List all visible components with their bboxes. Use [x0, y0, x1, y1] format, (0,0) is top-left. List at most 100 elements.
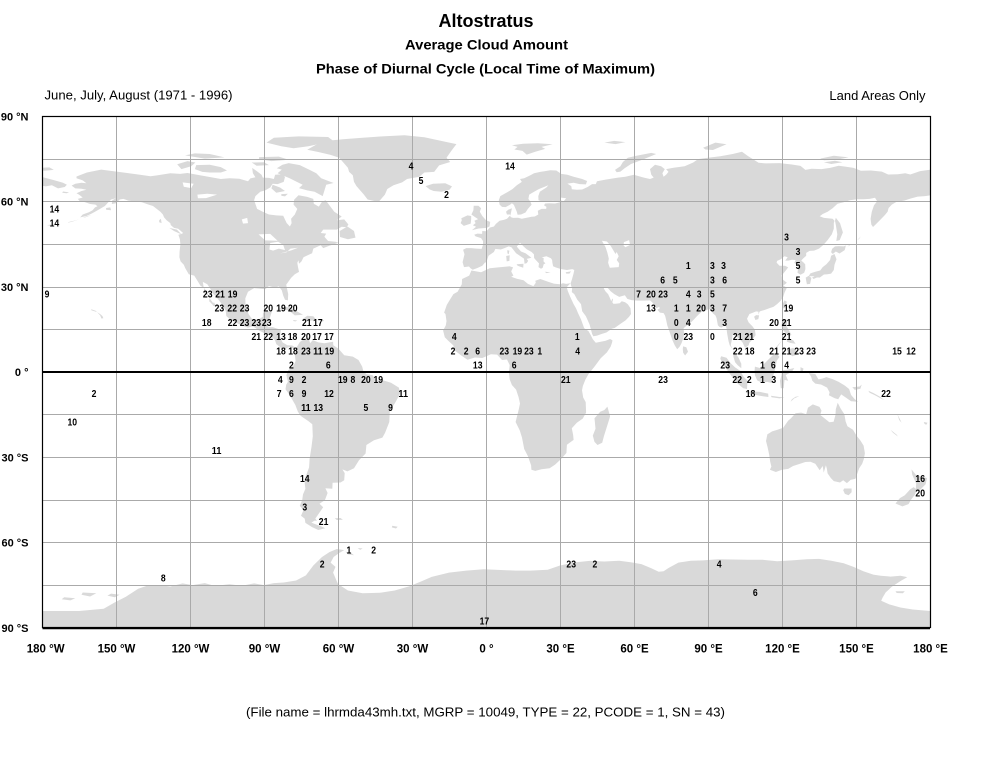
svg-text:23: 23 [240, 304, 250, 315]
svg-text:9: 9 [388, 403, 393, 414]
svg-text:3: 3 [710, 275, 715, 286]
svg-text:3: 3 [302, 503, 307, 514]
svg-text:20: 20 [769, 318, 779, 329]
svg-text:1: 1 [760, 375, 765, 386]
svg-text:3: 3 [697, 290, 702, 301]
svg-text:3: 3 [784, 233, 789, 244]
svg-text:22: 22 [228, 318, 238, 329]
svg-text:4: 4 [686, 290, 691, 301]
svg-text:22: 22 [227, 304, 237, 315]
svg-text:6: 6 [753, 588, 758, 599]
svg-text:60 °W: 60 °W [323, 644, 355, 656]
svg-text:20: 20 [264, 304, 274, 315]
svg-text:23: 23 [720, 361, 730, 372]
svg-text:20: 20 [361, 375, 371, 386]
svg-text:13: 13 [276, 332, 286, 343]
svg-text:23: 23 [500, 346, 510, 357]
svg-text:0 °: 0 ° [479, 644, 494, 656]
svg-text:10: 10 [68, 417, 78, 428]
svg-text:0 °: 0 ° [15, 367, 29, 379]
svg-text:17: 17 [324, 332, 334, 343]
svg-text:6: 6 [326, 361, 331, 372]
svg-text:8: 8 [351, 375, 356, 386]
svg-text:6: 6 [771, 361, 776, 372]
svg-text:23: 23 [566, 560, 576, 571]
svg-text:Land Areas Only: Land Areas Only [829, 88, 926, 103]
svg-text:23: 23 [215, 304, 225, 315]
svg-text:5: 5 [796, 261, 801, 272]
svg-text:15: 15 [892, 346, 902, 357]
svg-text:60 °S: 60 °S [1, 538, 28, 550]
svg-text:30 °S: 30 °S [1, 452, 28, 464]
svg-text:180 °E: 180 °E [913, 644, 948, 656]
svg-text:23: 23 [794, 346, 804, 357]
svg-text:2: 2 [289, 361, 294, 372]
svg-text:30 °E: 30 °E [546, 644, 575, 656]
svg-text:5: 5 [419, 176, 424, 187]
svg-text:5: 5 [364, 403, 369, 414]
svg-text:Average Cloud Amount: Average Cloud Amount [405, 37, 568, 53]
svg-text:7: 7 [277, 389, 282, 400]
svg-text:18: 18 [288, 332, 298, 343]
svg-text:20: 20 [301, 332, 311, 343]
svg-text:8: 8 [161, 574, 166, 585]
svg-text:4: 4 [686, 318, 691, 329]
svg-text:6: 6 [660, 275, 665, 286]
svg-text:(File name = lhrmda43mh.txt, M: (File name = lhrmda43mh.txt, MGRP = 1004… [246, 705, 725, 720]
svg-text:11: 11 [313, 346, 323, 357]
svg-text:6: 6 [289, 389, 294, 400]
svg-text:23: 23 [684, 332, 694, 343]
svg-text:11: 11 [398, 389, 408, 400]
svg-text:1: 1 [575, 332, 580, 343]
svg-text:120 °E: 120 °E [765, 644, 800, 656]
svg-text:Phase of Diurnal Cycle (Local: Phase of Diurnal Cycle (Local Time of Ma… [316, 61, 655, 77]
svg-text:3: 3 [710, 261, 715, 272]
svg-text:18: 18 [288, 346, 298, 357]
svg-text:17: 17 [312, 332, 322, 343]
svg-text:16: 16 [915, 474, 925, 485]
svg-text:19: 19 [784, 304, 794, 315]
svg-text:0: 0 [674, 318, 679, 329]
svg-text:19: 19 [276, 304, 286, 315]
svg-text:90 °N: 90 °N [1, 111, 29, 123]
svg-text:5: 5 [796, 275, 801, 286]
svg-text:21: 21 [215, 290, 225, 301]
svg-text:5: 5 [673, 275, 678, 286]
svg-text:4: 4 [278, 375, 283, 386]
svg-text:150 °E: 150 °E [839, 644, 874, 656]
svg-text:4: 4 [409, 162, 414, 173]
svg-text:120 °W: 120 °W [172, 644, 210, 656]
svg-text:1: 1 [686, 261, 691, 272]
svg-text:30 °W: 30 °W [397, 644, 429, 656]
svg-text:18: 18 [745, 346, 755, 357]
svg-text:18: 18 [746, 389, 756, 400]
svg-text:23: 23 [658, 290, 668, 301]
svg-text:90 °W: 90 °W [249, 644, 281, 656]
svg-text:11: 11 [212, 446, 222, 457]
svg-text:4: 4 [784, 361, 789, 372]
svg-text:22: 22 [881, 389, 891, 400]
svg-text:6: 6 [512, 361, 517, 372]
svg-text:60 °E: 60 °E [620, 644, 649, 656]
svg-text:180 °W: 180 °W [27, 644, 65, 656]
svg-text:19: 19 [338, 375, 348, 386]
svg-text:60 °N: 60 °N [1, 197, 29, 209]
svg-text:22: 22 [264, 332, 274, 343]
svg-text:2: 2 [302, 375, 307, 386]
svg-text:1: 1 [347, 545, 352, 556]
svg-text:9: 9 [289, 375, 294, 386]
svg-text:14: 14 [50, 219, 60, 230]
svg-text:21: 21 [561, 375, 571, 386]
svg-text:6: 6 [722, 275, 727, 286]
svg-text:3: 3 [721, 261, 726, 272]
svg-text:2: 2 [451, 346, 456, 357]
svg-text:4: 4 [452, 332, 457, 343]
svg-text:20: 20 [696, 304, 706, 315]
svg-text:19: 19 [374, 375, 384, 386]
svg-text:21: 21 [733, 332, 743, 343]
svg-text:21: 21 [745, 332, 755, 343]
svg-text:2: 2 [593, 560, 598, 571]
svg-text:0: 0 [710, 332, 715, 343]
svg-text:90 °E: 90 °E [694, 644, 723, 656]
svg-text:22: 22 [733, 346, 743, 357]
